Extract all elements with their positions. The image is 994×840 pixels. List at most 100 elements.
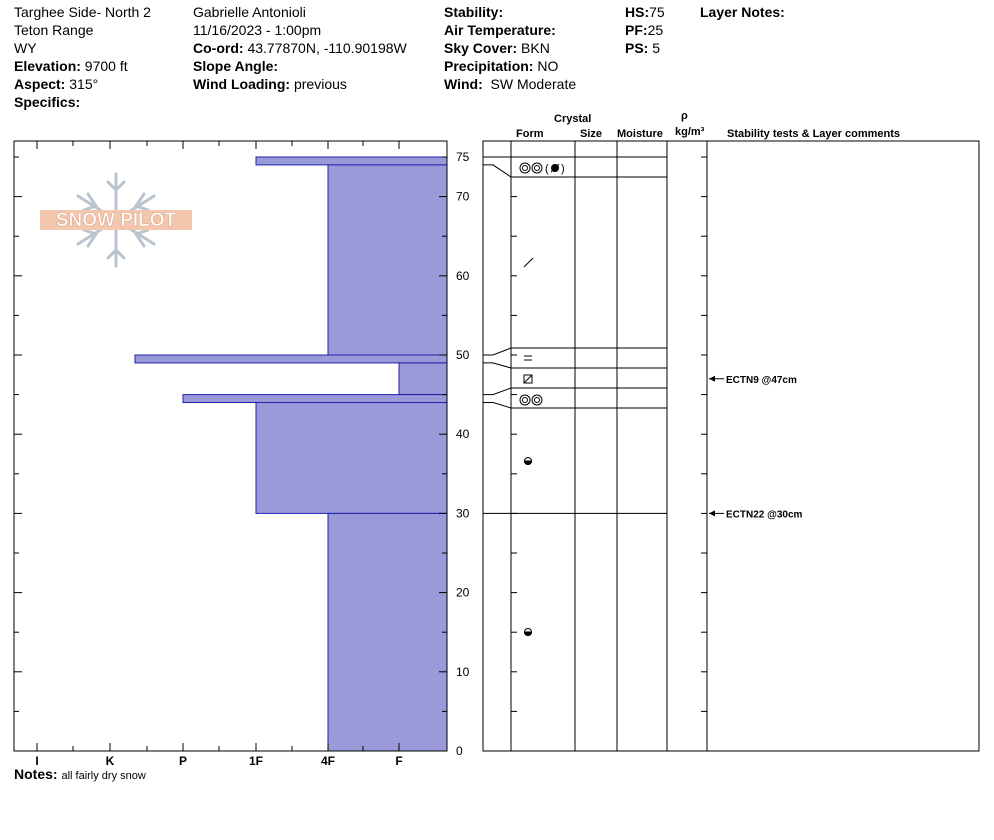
layer-table-frame (482, 140, 980, 752)
x-tick-label: 4F (321, 754, 335, 768)
y-tick-label: 10 (456, 665, 470, 679)
moisture-header: Moisture (617, 128, 663, 140)
precip-particle-icon (522, 165, 528, 171)
y-tick-label: 40 (456, 427, 470, 441)
wind-value: SW Moderate (490, 76, 577, 92)
elevation-value: 9700 ft (84, 58, 128, 74)
crystal-header: Crystal (554, 113, 592, 125)
hardness-bar (327, 512, 448, 752)
layer-boundary-connector (483, 402, 512, 409)
precip-particle-icon (522, 397, 528, 403)
stability-test-arrowhead (709, 510, 715, 517)
notes-label: Notes: (14, 766, 58, 782)
decomposing-icon: ( (545, 163, 549, 175)
air-temp-label: Air Temperature: (444, 22, 556, 38)
rounded-grain-icon (523, 631, 533, 636)
grain-forms: () (519, 162, 565, 636)
wind-loading: Wind Loading: previous (193, 76, 347, 92)
sky-value: BKN (521, 40, 550, 56)
specifics-label: Specifics: (14, 94, 81, 110)
notes: Notes: all fairly dry snow (14, 766, 146, 784)
precip-value: NO (537, 58, 559, 74)
aspect-value: 315° (69, 76, 99, 92)
hardness-bar (327, 164, 448, 356)
layer-boundary-connector (483, 164, 512, 178)
pf-label: PF: (625, 22, 648, 38)
layer-boundary-connector (483, 387, 512, 396)
y-tick-label: 20 (456, 586, 470, 600)
facet-icon (523, 374, 533, 384)
logo-text: SNOW PILOT (56, 210, 177, 231)
mountain-range: Teton Range (14, 22, 94, 38)
x-tick-label: I (35, 754, 38, 768)
comments-header: Stability tests & Layer comments (727, 128, 901, 140)
stability-test-arrowhead (709, 375, 715, 382)
hs: HS:75 (625, 4, 665, 20)
precipitation: Precipitation: NO (444, 58, 558, 74)
y-tick-label: 60 (456, 269, 470, 283)
sky-cover: Sky Cover: BKN (444, 40, 550, 56)
precip-particle-icon (519, 162, 531, 174)
pf: PF:25 (625, 22, 663, 38)
elevation: Elevation: 9700 ft (14, 58, 128, 74)
ps: PS: 5 (625, 40, 660, 56)
precip-particle-icon (534, 165, 540, 171)
precip-particle-icon (531, 394, 543, 406)
state: WY (14, 40, 37, 56)
hardness-bar (134, 354, 448, 364)
hardness-bar (255, 156, 448, 166)
wind-loading-label: Wind Loading: (193, 76, 291, 92)
precip-particle-icon (531, 162, 543, 174)
location-name: Targhee Side- North 2 (14, 4, 151, 20)
coord-value: 43.77870N, -110.90198W (247, 40, 407, 56)
density-unit-header: kg/m³ (675, 126, 705, 138)
ps-value: 5 (652, 40, 661, 56)
datetime: 11/16/2023 - 1:00pm (193, 22, 322, 38)
facet-icon (523, 374, 533, 384)
slope-angle-label: Slope Angle: (193, 58, 279, 74)
aspect: Aspect: 315° (14, 76, 98, 92)
coordinates: Co-ord: 43.77870N, -110.90198W (193, 40, 407, 56)
x-tick-label: F (395, 754, 402, 768)
y-tick-label: 75 (456, 150, 470, 164)
aspect-label: Aspect: (14, 76, 66, 92)
hardness-bar (255, 402, 448, 514)
precip-label: Precipitation: (444, 58, 534, 74)
ps-label: PS: (625, 40, 649, 56)
y-tick-label: 0 (456, 744, 463, 758)
x-tick-label: 1F (249, 754, 263, 768)
x-tick-label: K (106, 754, 115, 768)
rounded-grain-icon (523, 460, 533, 465)
precip-particle-icon (534, 397, 540, 403)
stability-label: Stability: (444, 4, 504, 20)
snowflake-icon: SNOW PILOT (40, 172, 192, 268)
wind: Wind: SW Moderate (444, 76, 576, 92)
size-header: Size (580, 128, 603, 140)
y-tick-label: 30 (456, 506, 470, 520)
decomposing-fragment-icon (523, 257, 534, 268)
decomposing-icon: ) (561, 163, 565, 175)
form-header: Form (516, 128, 544, 140)
snowpilot-logo: SNOW PILOT (38, 172, 194, 268)
y-tick-label: 70 (456, 190, 470, 204)
stability-test-label: ECTN22 @30cm (726, 509, 803, 520)
layer-boundary-connector (483, 362, 512, 369)
precip-particle-icon (519, 394, 531, 406)
elevation-label: Elevation: (14, 58, 81, 74)
layer-boundary-connector (483, 347, 512, 356)
layer-notes-label: Layer Notes: (700, 4, 785, 20)
decomposing-icon (550, 163, 560, 173)
hs-value: 75 (649, 4, 665, 20)
hs-label: HS: (625, 4, 650, 20)
observer: Gabrielle Antonioli (193, 4, 306, 20)
hardness-bar (182, 394, 448, 404)
hardness-plot-frame (13, 140, 448, 752)
sky-label: Sky Cover: (444, 40, 518, 56)
wind-label: Wind: (444, 76, 483, 92)
rho-header: ρ (681, 110, 688, 122)
notes-value: all fairly dry snow (61, 770, 146, 782)
pf-value: 25 (647, 22, 664, 38)
x-tick-label: P (179, 754, 187, 768)
coord-label: Co-ord: (193, 40, 244, 56)
